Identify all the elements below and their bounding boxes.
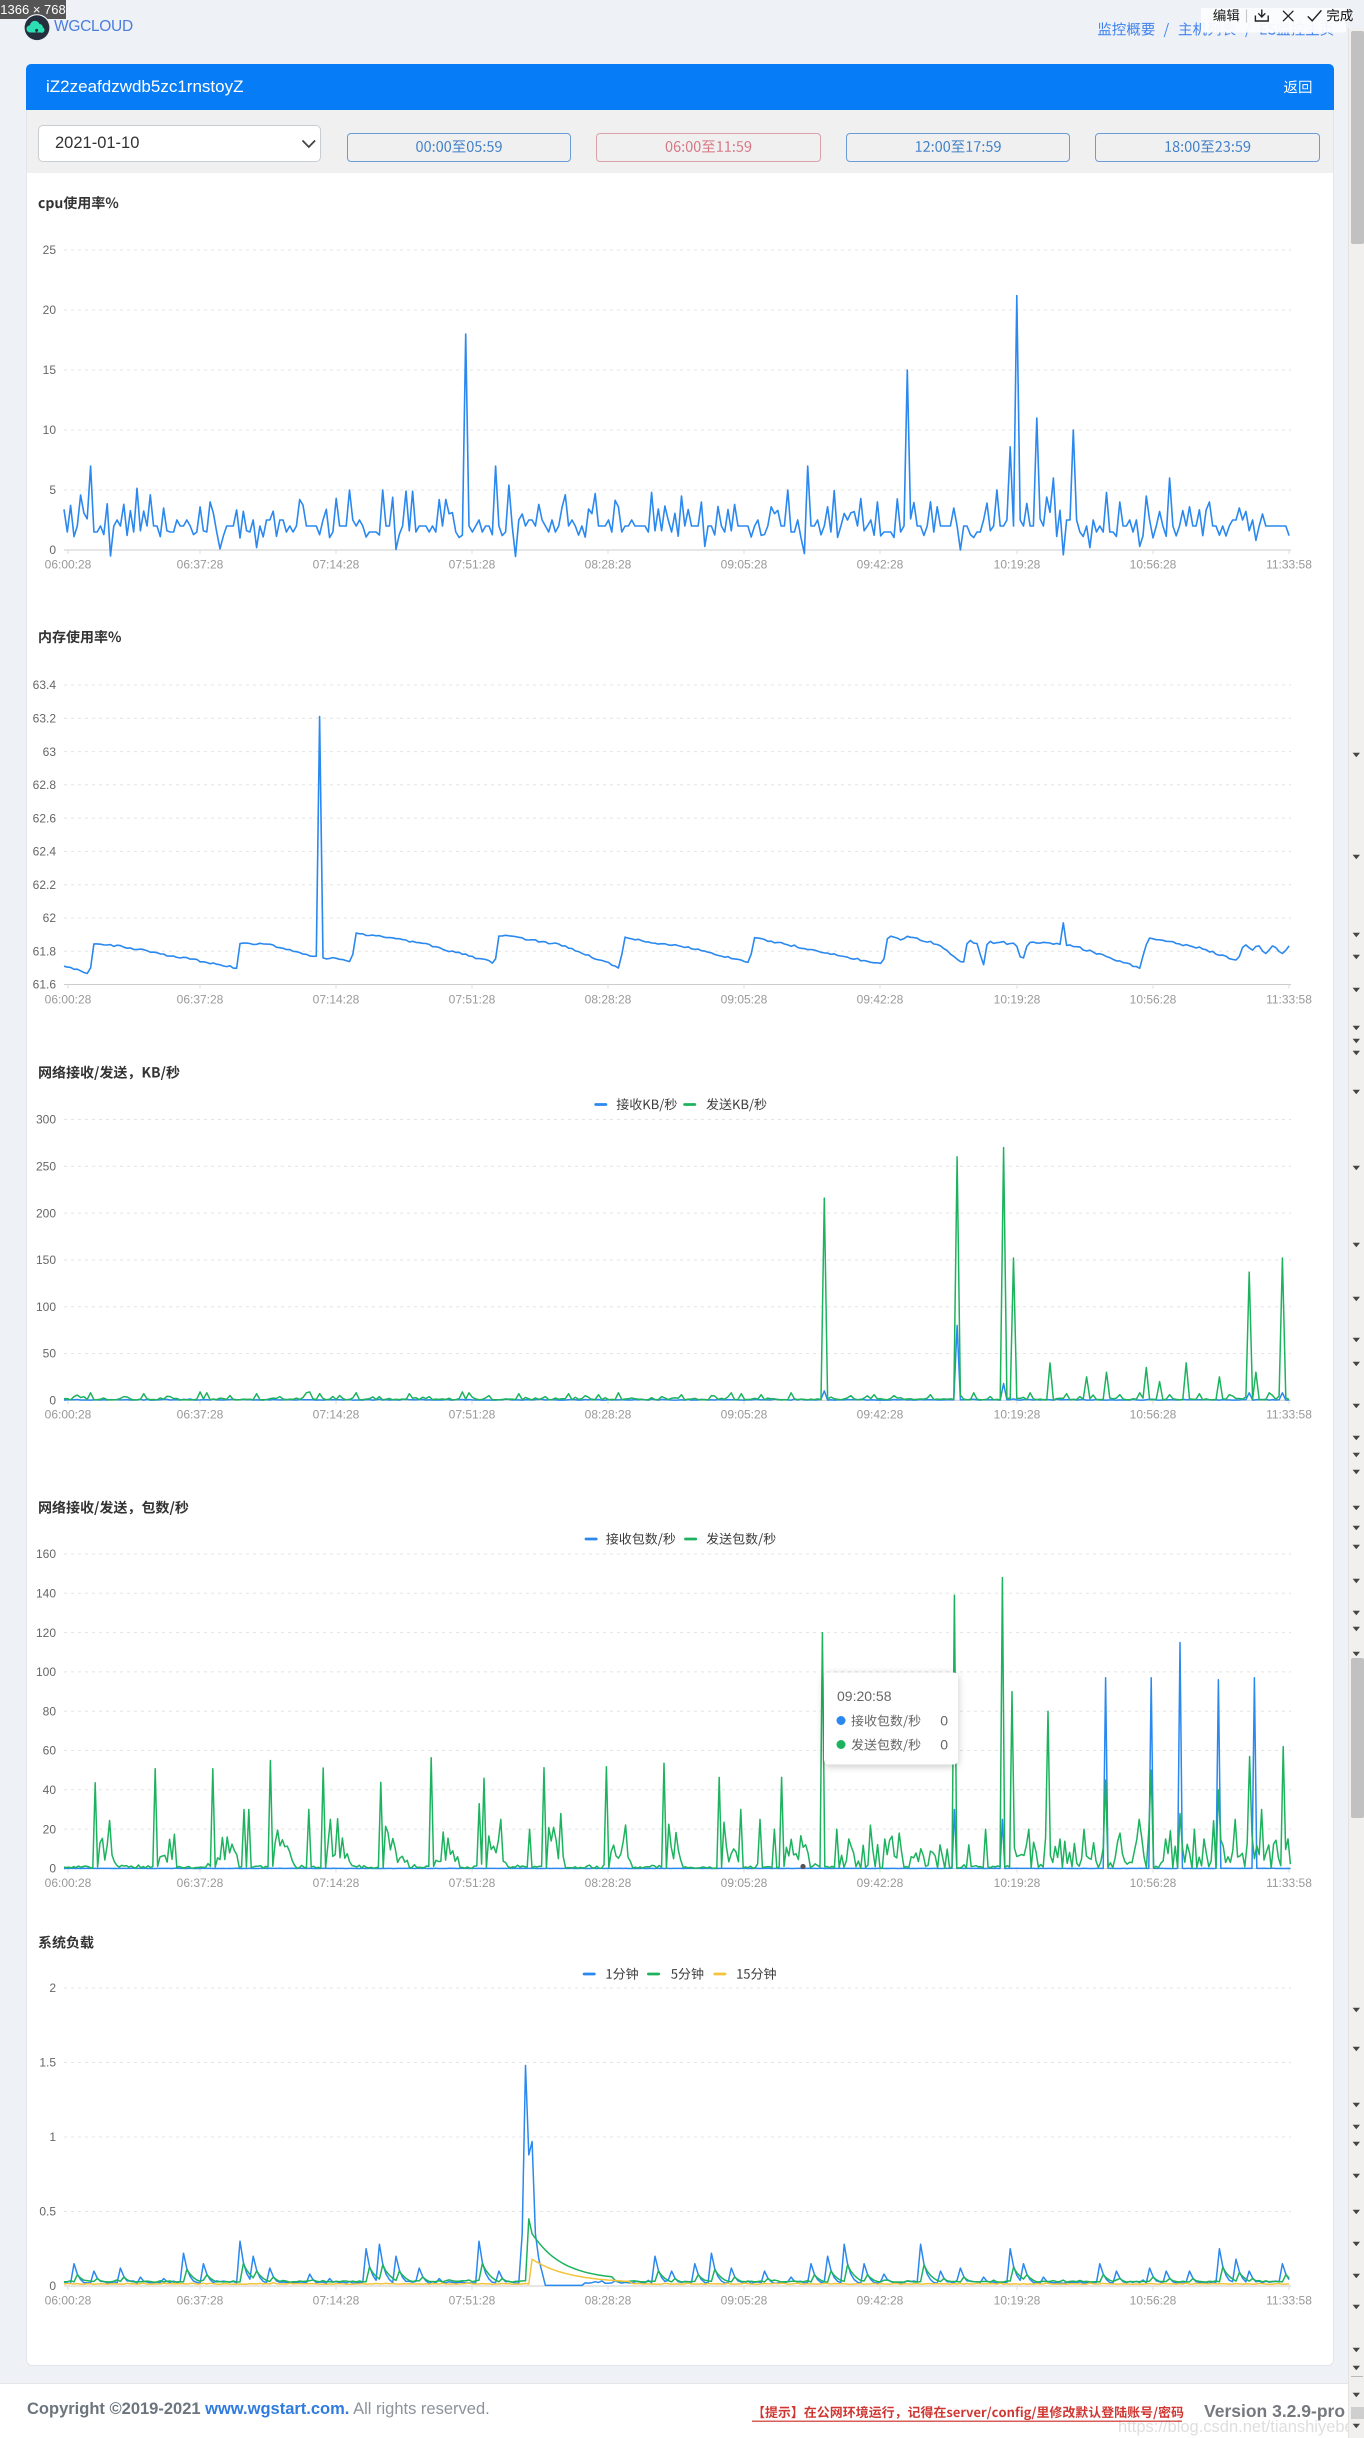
svg-text:10:19:28: 10:19:28 [994,993,1041,1007]
svg-text:06:37:28: 06:37:28 [177,1408,224,1422]
svg-text:0: 0 [940,1713,948,1729]
svg-text:06:37:28: 06:37:28 [177,993,224,1007]
svg-text:07:51:28: 07:51:28 [449,1408,496,1422]
svg-text:10:56:28: 10:56:28 [1130,558,1177,572]
svg-text:09:05:28: 09:05:28 [721,993,768,1007]
svg-text:0: 0 [49,1862,56,1876]
svg-text:10:19:28: 10:19:28 [994,558,1041,572]
svg-text:07:51:28: 07:51:28 [449,558,496,572]
svg-text:100: 100 [36,1665,56,1679]
svg-text:09:20:58: 09:20:58 [837,1688,892,1704]
svg-text:08:28:28: 08:28:28 [585,1408,632,1422]
svg-text:11:33:58: 11:33:58 [1266,2294,1312,2308]
svg-text:09:42:28: 09:42:28 [857,1408,904,1422]
svg-text:08:28:28: 08:28:28 [585,1876,632,1890]
svg-text:06:00:28: 06:00:28 [45,2294,92,2308]
svg-text:07:51:28: 07:51:28 [449,1876,496,1890]
svg-text:120: 120 [36,1626,56,1640]
svg-text:61.6: 61.6 [33,978,57,992]
svg-text:0: 0 [940,1737,948,1753]
svg-text:20: 20 [43,303,57,317]
svg-text:50: 50 [43,1347,57,1361]
svg-text:07:14:28: 07:14:28 [313,558,360,572]
svg-text:06:37:28: 06:37:28 [177,1876,224,1890]
svg-text:200: 200 [36,1206,56,1220]
svg-text:11:33:58: 11:33:58 [1266,558,1312,572]
svg-text:10: 10 [43,423,57,437]
svg-text:25: 25 [43,243,57,257]
svg-text:10:19:28: 10:19:28 [994,1408,1041,1422]
svg-text:61.8: 61.8 [33,944,57,958]
svg-text:06:00:28: 06:00:28 [45,558,92,572]
svg-text:10:19:28: 10:19:28 [994,2294,1041,2308]
svg-text:300: 300 [36,1113,56,1127]
svg-text:0: 0 [49,2279,56,2293]
svg-text:60: 60 [43,1744,57,1758]
svg-text:06:00:28: 06:00:28 [45,1876,92,1890]
svg-text:11:33:58: 11:33:58 [1266,1876,1312,1890]
svg-text:08:28:28: 08:28:28 [585,993,632,1007]
svg-text:10:19:28: 10:19:28 [994,1876,1041,1890]
svg-text:62.4: 62.4 [33,845,57,859]
svg-text:07:51:28: 07:51:28 [449,2294,496,2308]
svg-text:63: 63 [43,745,57,759]
svg-text:1: 1 [49,2130,56,2144]
svg-text:63.2: 63.2 [33,712,57,726]
svg-text:07:14:28: 07:14:28 [313,1876,360,1890]
svg-text:140: 140 [36,1587,56,1601]
svg-text:06:37:28: 06:37:28 [177,558,224,572]
svg-text:09:42:28: 09:42:28 [857,993,904,1007]
svg-text:20: 20 [43,1822,57,1836]
svg-text:09:42:28: 09:42:28 [857,2294,904,2308]
svg-text:0: 0 [49,543,56,557]
svg-text:06:00:28: 06:00:28 [45,993,92,1007]
svg-text:10:56:28: 10:56:28 [1130,1876,1177,1890]
svg-text:2: 2 [49,1981,56,1995]
svg-text:62: 62 [43,911,57,925]
svg-text:10:56:28: 10:56:28 [1130,1408,1177,1422]
svg-text:07:51:28: 07:51:28 [449,993,496,1007]
svg-text:0.5: 0.5 [39,2205,56,2219]
svg-text:100: 100 [36,1300,56,1314]
svg-text:09:42:28: 09:42:28 [857,1876,904,1890]
svg-text:63.4: 63.4 [33,678,57,692]
svg-text:150: 150 [36,1253,56,1267]
svg-text:160: 160 [36,1547,56,1561]
svg-text:10:56:28: 10:56:28 [1130,2294,1177,2308]
svg-text:09:05:28: 09:05:28 [721,1876,768,1890]
svg-text:40: 40 [43,1783,57,1797]
svg-text:250: 250 [36,1160,56,1174]
svg-text:15: 15 [43,363,57,377]
svg-text:11:33:58: 11:33:58 [1266,1408,1312,1422]
svg-text:09:05:28: 09:05:28 [721,1408,768,1422]
svg-text:06:37:28: 06:37:28 [177,2294,224,2308]
svg-text:62.8: 62.8 [33,778,57,792]
svg-text:09:05:28: 09:05:28 [721,2294,768,2308]
svg-text:11:33:58: 11:33:58 [1266,993,1312,1007]
svg-text:06:00:28: 06:00:28 [45,1408,92,1422]
svg-text:80: 80 [43,1704,57,1718]
svg-text:09:05:28: 09:05:28 [721,558,768,572]
svg-text:09:42:28: 09:42:28 [857,558,904,572]
svg-text:0: 0 [49,1394,56,1408]
svg-text:10:56:28: 10:56:28 [1130,993,1177,1007]
svg-text:08:28:28: 08:28:28 [585,558,632,572]
svg-text:62.6: 62.6 [33,811,57,825]
svg-text:07:14:28: 07:14:28 [313,993,360,1007]
svg-text:5: 5 [49,483,56,497]
svg-text:07:14:28: 07:14:28 [313,1408,360,1422]
svg-text:07:14:28: 07:14:28 [313,2294,360,2308]
svg-text:62.2: 62.2 [33,878,57,892]
svg-text:08:28:28: 08:28:28 [585,2294,632,2308]
svg-text:1.5: 1.5 [39,2056,56,2070]
